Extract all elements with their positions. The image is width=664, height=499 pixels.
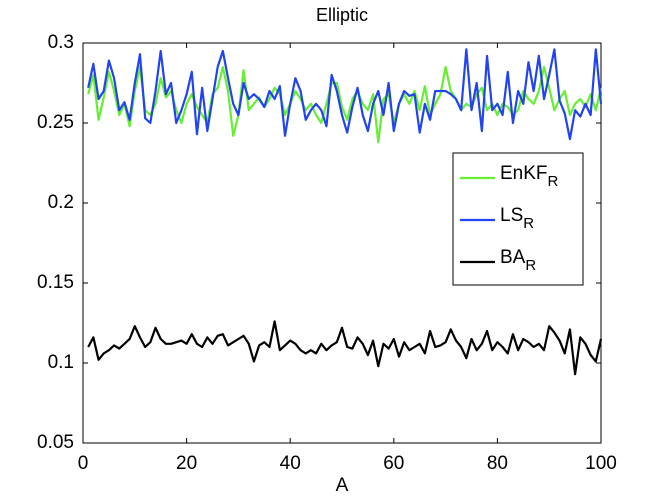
series-line bbox=[87, 65, 603, 144]
x-axis-label: A bbox=[336, 475, 349, 496]
x-tick-label: 40 bbox=[280, 453, 301, 474]
y-tick-label: 0.25 bbox=[37, 112, 74, 133]
legend-label: EnKFR bbox=[500, 163, 559, 190]
x-tick-label: 60 bbox=[383, 453, 404, 474]
y-tick-label: 0.15 bbox=[37, 272, 74, 293]
series-line bbox=[87, 320, 603, 376]
legend-name: EnKF bbox=[500, 163, 548, 184]
legend-name: LS bbox=[500, 205, 523, 226]
y-tick-label: 0.1 bbox=[48, 352, 74, 373]
y-tick-label: 0.2 bbox=[48, 192, 74, 213]
x-tick-label: 80 bbox=[487, 453, 508, 474]
y-tick-label: 0.05 bbox=[37, 432, 74, 453]
series-line bbox=[87, 48, 603, 141]
x-tick-label: 20 bbox=[176, 453, 197, 474]
chart-title: Elliptic bbox=[316, 5, 368, 25]
legend-subscript: R bbox=[525, 257, 536, 274]
x-tick-label: 0 bbox=[78, 453, 89, 474]
legend-subscript: R bbox=[523, 215, 534, 232]
legend-name: BA bbox=[500, 247, 526, 268]
legend-label: LSR bbox=[500, 205, 534, 232]
legend-label: BAR bbox=[500, 247, 536, 274]
plot-frame bbox=[82, 42, 602, 444]
x-tick-label: 100 bbox=[585, 453, 617, 474]
legend-subscript: R bbox=[548, 173, 559, 190]
y-tick-label: 0.3 bbox=[48, 32, 74, 53]
